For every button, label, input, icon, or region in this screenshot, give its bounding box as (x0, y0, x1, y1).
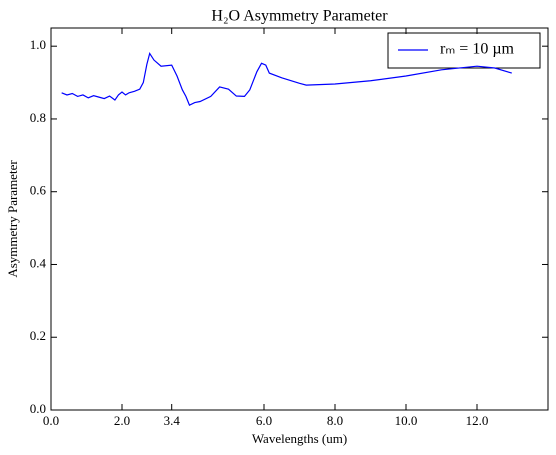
data-line (61, 52, 512, 106)
y-tick-label: 0.6 (30, 183, 47, 198)
x-tick-label: 10.0 (395, 413, 418, 428)
y-tick-label: 1.0 (30, 37, 46, 52)
x-axis-label: Wavelengths (um) (252, 431, 347, 446)
y-tick-label: 0.2 (30, 328, 46, 343)
y-tick-label: 0.4 (30, 255, 47, 270)
x-tick-label: 2.0 (114, 413, 130, 428)
x-tick-label: 3.4 (164, 413, 181, 428)
y-tick-label: 0.8 (30, 110, 46, 125)
y-axis-label: Asymmetry Parameter (5, 160, 20, 278)
chart-title: H₂O Asymmetry Parameter (211, 8, 388, 25)
legend-label: rₘ = 10 µm (440, 41, 515, 58)
x-tick-label: 12.0 (466, 413, 489, 428)
x-tick-label: 8.0 (327, 413, 343, 428)
x-tick-label: 6.0 (256, 413, 272, 428)
y-tick-label: 0.0 (30, 401, 46, 416)
x-tick-label: 0.0 (43, 413, 59, 428)
plot-frame (50, 27, 549, 411)
